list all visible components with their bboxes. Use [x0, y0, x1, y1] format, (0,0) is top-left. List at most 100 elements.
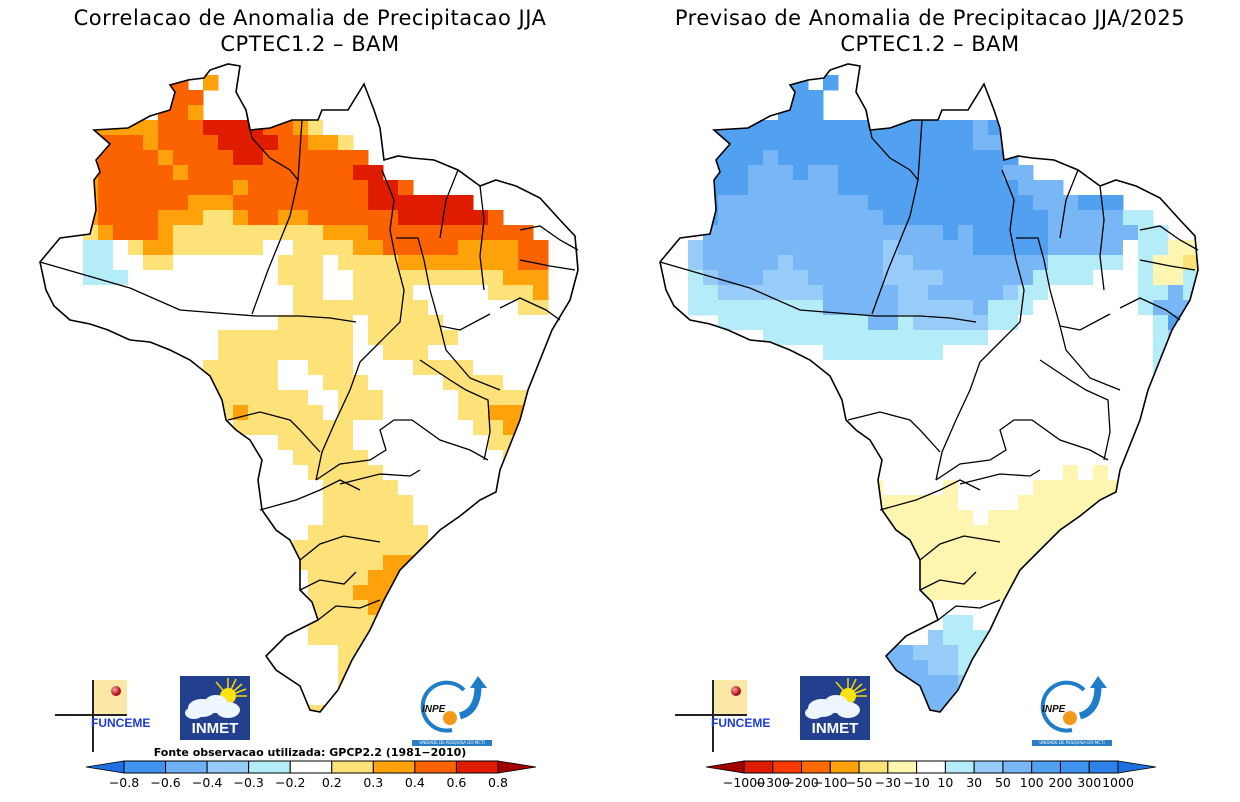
field-cell	[158, 300, 174, 316]
field-cell	[778, 330, 794, 346]
field-cell	[413, 330, 429, 346]
red-ball-icon	[111, 686, 121, 696]
field-cell	[338, 345, 354, 361]
field-cell	[428, 195, 444, 211]
field-cell	[898, 210, 914, 226]
field-cell	[868, 180, 884, 196]
colorbar-segment	[206, 760, 250, 774]
field-cell	[428, 615, 444, 631]
field-cell	[248, 525, 264, 541]
field-cell	[353, 540, 369, 556]
field-cell	[383, 285, 399, 301]
field-cell	[308, 630, 324, 646]
field-cell	[853, 465, 869, 481]
field-cell	[973, 225, 989, 241]
field-cell	[958, 600, 974, 616]
field-cell	[443, 210, 459, 226]
field-cell	[988, 285, 1004, 301]
field-cell	[338, 630, 354, 646]
field-cell	[823, 225, 839, 241]
forecast-field	[688, 75, 1198, 712]
field-cell	[188, 330, 204, 346]
field-cell	[278, 570, 294, 586]
field-cell	[383, 480, 399, 496]
field-cell	[503, 285, 519, 301]
field-cell	[323, 195, 339, 211]
field-cell	[203, 255, 219, 271]
field-cell	[1093, 525, 1109, 541]
field-cell	[353, 390, 369, 406]
field-cell	[808, 285, 824, 301]
colorbar-tick-label: −0.2	[275, 775, 306, 790]
country-border	[39, 63, 579, 713]
field-cell	[703, 120, 719, 136]
field-cell	[143, 300, 159, 316]
field-cell	[458, 375, 474, 391]
field-cell	[988, 465, 1004, 481]
field-cell	[958, 345, 974, 361]
field-cell	[143, 270, 159, 286]
state-border-line	[847, 411, 941, 453]
field-cell	[188, 240, 204, 256]
field-cell	[428, 450, 444, 466]
field-cell	[338, 570, 354, 586]
field-cell	[958, 555, 974, 571]
field-cell	[428, 255, 444, 271]
field-cell	[458, 480, 474, 496]
field-cell	[1048, 480, 1064, 496]
field-cell	[323, 300, 339, 316]
field-cell	[1003, 270, 1019, 286]
field-cell	[1048, 420, 1064, 436]
field-cell	[428, 300, 444, 316]
field-cell	[308, 675, 324, 691]
state-border-line	[917, 119, 923, 181]
field-cell	[1093, 360, 1109, 376]
field-cell	[368, 420, 384, 436]
field-cell	[323, 285, 339, 301]
field-cell	[1033, 540, 1049, 556]
field-cell	[973, 555, 989, 571]
field-cell	[173, 240, 189, 256]
field-cell	[958, 585, 974, 601]
field-cell	[458, 495, 474, 511]
field-cell	[488, 240, 504, 256]
field-cell	[443, 525, 459, 541]
field-cell	[278, 480, 294, 496]
field-cell	[353, 345, 369, 361]
field-cell	[203, 345, 219, 361]
field-cell	[308, 465, 324, 481]
field-cell	[928, 240, 944, 256]
field-cell	[128, 135, 144, 151]
field-cell	[533, 375, 549, 391]
field-cell	[323, 525, 339, 541]
field-cell	[533, 465, 549, 481]
field-cell	[218, 360, 234, 376]
field-cell	[173, 315, 189, 331]
field-cell	[278, 255, 294, 271]
field-cell	[158, 195, 174, 211]
field-cell	[293, 465, 309, 481]
field-cell	[188, 315, 204, 331]
field-cell	[1123, 330, 1139, 346]
field-cell	[413, 465, 429, 481]
field-cell	[188, 375, 204, 391]
field-cell	[913, 420, 929, 436]
field-cell	[1168, 435, 1184, 451]
field-cell	[1123, 540, 1139, 556]
field-cell	[988, 405, 1004, 421]
field-cell	[838, 210, 854, 226]
field-cell	[413, 585, 429, 601]
field-cell	[143, 165, 159, 181]
field-cell	[428, 345, 444, 361]
field-cell	[1033, 525, 1049, 541]
field-cell	[188, 255, 204, 271]
field-cell	[278, 315, 294, 331]
field-cell	[1063, 555, 1079, 571]
state-border-line	[299, 571, 357, 591]
field-cell	[868, 660, 884, 676]
field-cell	[1048, 570, 1064, 586]
field-cell	[1048, 255, 1064, 271]
field-cell	[1018, 450, 1034, 466]
field-cell	[883, 630, 899, 646]
field-cell	[518, 330, 534, 346]
